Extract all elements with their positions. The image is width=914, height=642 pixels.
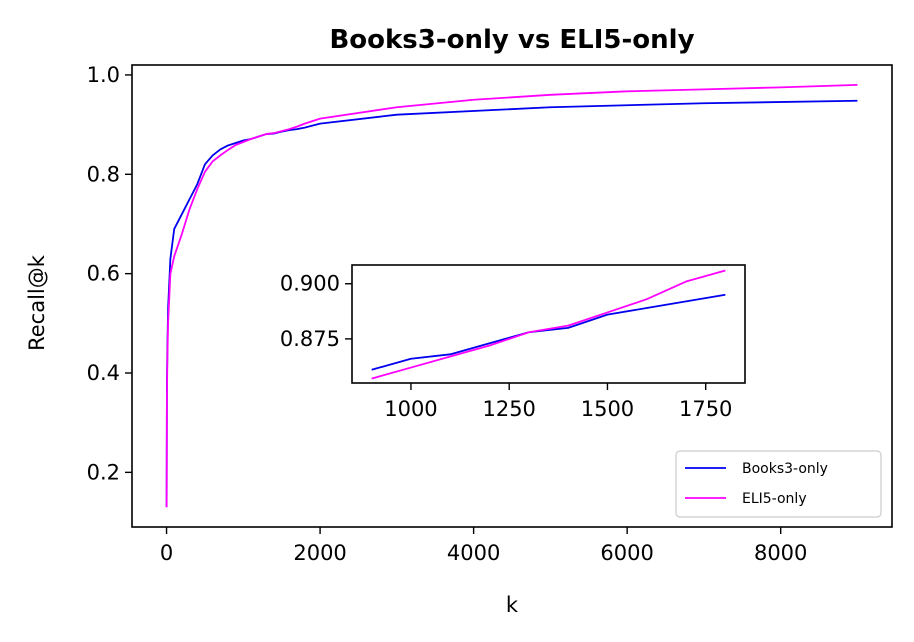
main-y-tick-label: 0.8 xyxy=(87,162,120,186)
inset-background xyxy=(352,265,745,383)
main-series-line-eli5-only xyxy=(165,83,858,508)
main-x-tick-label: 2000 xyxy=(293,541,346,565)
main-frame xyxy=(131,64,893,528)
inset-x-tick-label: 1250 xyxy=(482,397,535,421)
main-x-tick-label: 6000 xyxy=(600,541,653,565)
main-y-tick-label: 0.6 xyxy=(87,262,120,286)
main-plot-area: 0 2000 4000 6000 8000 0.2 0.4 0.6 0.8 1.0 xyxy=(87,63,893,565)
legend: Books3-only ELI5-only xyxy=(675,450,882,518)
legend-entry-label: Books3-only xyxy=(742,461,828,477)
main-x-tick-label: 4000 xyxy=(447,541,500,565)
inset-y-tick-label: 0.875 xyxy=(280,327,340,351)
inset-y-tick-label: 0.900 xyxy=(280,272,340,296)
inset-plot-area: 1000 1250 1500 1750 0.875 0.900 xyxy=(280,264,746,421)
x-axis-label: k xyxy=(506,593,519,617)
y-axis-label: Recall@k xyxy=(25,254,49,351)
main-y-tick-label: 0.2 xyxy=(87,460,120,484)
legend-entry-label: ELI5-only xyxy=(742,491,807,507)
inset-x-tick-label: 1750 xyxy=(679,397,732,421)
chart-title: Books3-only vs ELI5-only xyxy=(329,25,694,55)
main-series-line-books3-only xyxy=(165,99,858,508)
inset-series-line-books3-only xyxy=(371,293,726,371)
inset-series-line-eli5-only xyxy=(371,269,726,380)
inset-x-tick-label: 1500 xyxy=(581,397,634,421)
main-x-tick-label: 0 xyxy=(160,541,173,565)
inset-frame xyxy=(351,264,746,384)
main-y-tick-label: 0.4 xyxy=(87,361,120,385)
legend-box xyxy=(675,450,882,518)
main-x-tick-label: 8000 xyxy=(754,541,807,565)
main-y-tick-label: 1.0 xyxy=(87,63,120,87)
inset-x-tick-label: 1000 xyxy=(384,397,437,421)
